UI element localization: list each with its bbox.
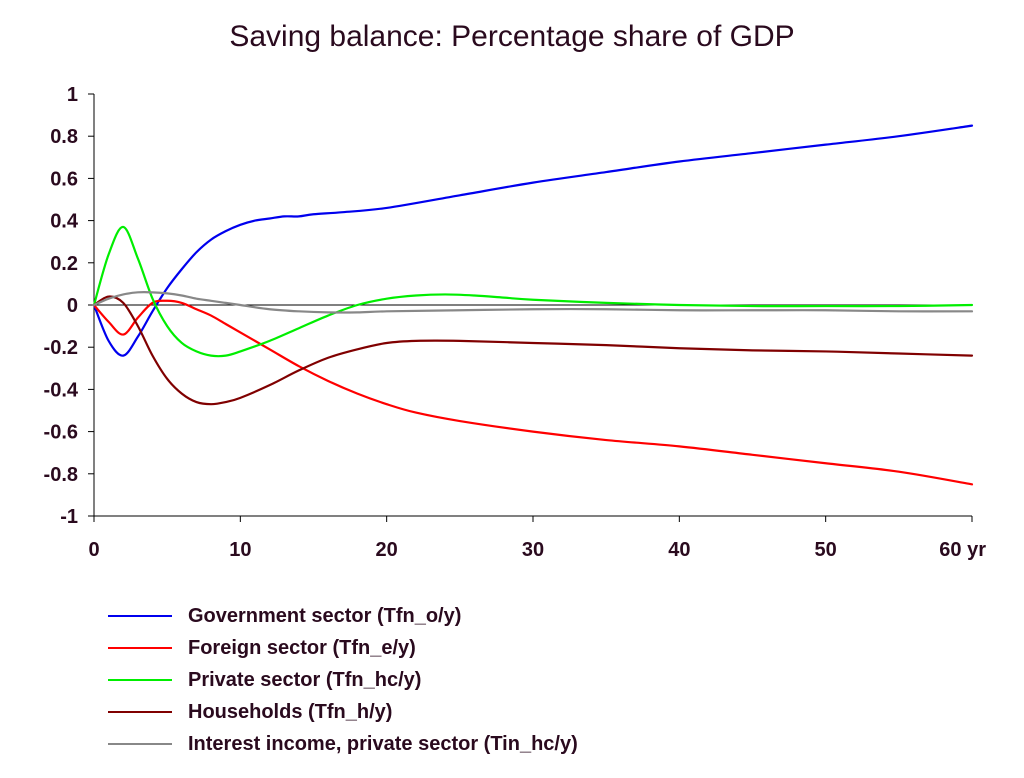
y-tick-label: 0.4 — [50, 211, 79, 233]
series-line-interest-income-private-sector-tin-hc-y — [92, 291, 974, 314]
x-tick-label: 30 — [522, 539, 544, 561]
legend-item: Private sector (Tfn_hc/y) — [108, 664, 578, 696]
legend-item: Government sector (Tfn_o/y) — [108, 600, 578, 632]
series-line-government-sector-tfn-o-y — [92, 124, 974, 357]
legend-label: Government sector (Tfn_o/y) — [188, 604, 462, 627]
chart-title: Saving balance: Percentage share of GDP — [229, 20, 795, 53]
legend-swatch — [108, 615, 172, 617]
legend-label: Foreign sector (Tfn_e/y) — [188, 636, 416, 659]
y-tick-label: 1 — [67, 84, 78, 106]
legend-swatch — [108, 679, 172, 681]
legend-item: Households (Tfn_h/y) — [108, 696, 578, 728]
line-chart: 1 0.8 0.6 0.4 0.2 0 -0.2 -0.4 -0.6 -0.8 -1 0 10 20 30 4… — [44, 84, 987, 561]
series-layer — [92, 124, 974, 486]
y-tick-label: -0.4 — [44, 379, 79, 401]
legend-item: Interest income, private sector (Tin_hc/… — [108, 728, 578, 760]
y-tick-label: 0.8 — [50, 126, 78, 148]
legend-item: Foreign sector (Tfn_e/y) — [108, 632, 578, 664]
axes: 1 0.8 0.6 0.4 0.2 0 -0.2 -0.4 -0.6 -0.8 -1 0 10 20 30 4… — [44, 84, 987, 561]
legend-swatch — [108, 743, 172, 745]
legend-swatch — [108, 647, 172, 649]
x-tick-label: 0 — [88, 539, 99, 561]
x-tick-label: 60 yr — [939, 539, 986, 561]
legend-swatch — [108, 711, 172, 713]
x-tick-label: 40 — [668, 539, 690, 561]
x-tick-label: 50 — [815, 539, 837, 561]
y-tick-label: 0.2 — [50, 253, 78, 275]
x-tick-label: 20 — [376, 539, 398, 561]
series-line-households-tfn-h-y — [92, 295, 974, 406]
legend: Government sector (Tfn_o/y) Foreign secto… — [108, 600, 578, 760]
legend-label: Private sector (Tfn_hc/y) — [188, 668, 422, 691]
series-line-foreign-sector-tfn-e-y — [92, 299, 974, 486]
series-line-private-sector-tfn-hc-y — [92, 225, 974, 358]
y-tick-label: 0.6 — [50, 168, 78, 190]
y-tick-label: -1 — [60, 506, 78, 528]
y-tick-label: 0 — [67, 295, 78, 317]
legend-label: Interest income, private sector (Tin_hc/… — [188, 732, 578, 755]
y-tick-label: -0.6 — [44, 422, 78, 444]
y-tick-label: -0.8 — [44, 464, 78, 486]
y-tick-label: -0.2 — [44, 337, 78, 359]
x-tick-label: 10 — [229, 539, 251, 561]
legend-label: Households (Tfn_h/y) — [188, 700, 393, 723]
